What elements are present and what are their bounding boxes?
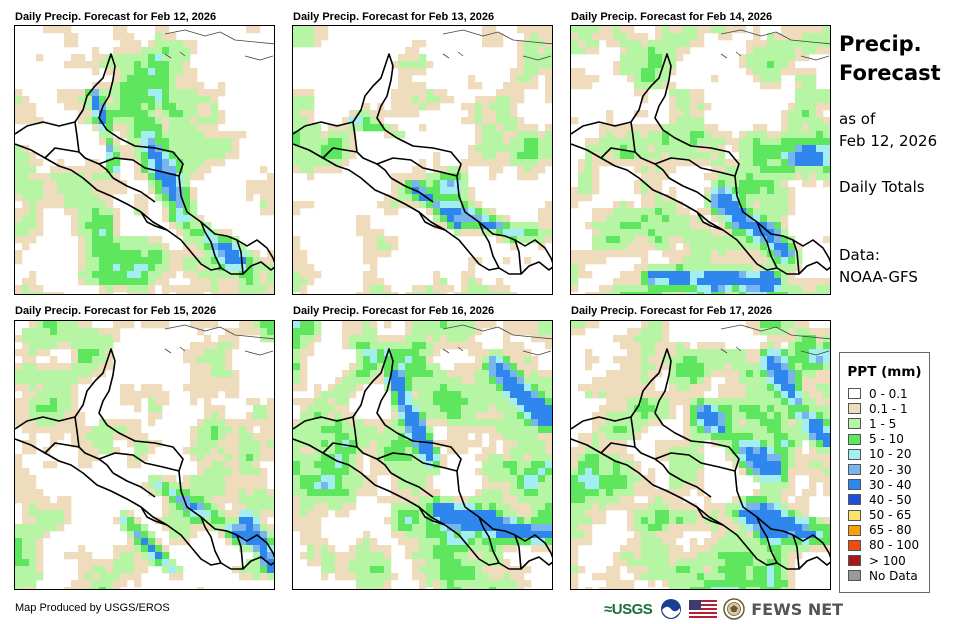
legend-label: 80 - 100: [869, 538, 920, 553]
forecast-map-6: [570, 320, 831, 590]
forecast-map-4: [14, 320, 275, 590]
legend-label: 20 - 30: [869, 462, 912, 477]
map-credit: Map Produced by USGS/EROS: [15, 602, 170, 614]
country-boundaries: [571, 324, 830, 570]
legend-item: No Data: [840, 568, 929, 583]
precip-field: [293, 321, 552, 589]
legend-swatch: [848, 448, 861, 460]
legend-item: 0.1 - 1: [840, 401, 929, 416]
legend-swatch: [848, 464, 861, 476]
legend-swatch: [848, 509, 861, 521]
fews-net-logo: FEWS NET: [751, 599, 844, 619]
legend-swatch: [848, 555, 861, 567]
legend-swatch: [848, 388, 861, 400]
legend-swatch: [848, 418, 861, 430]
forecast-map-2: [292, 25, 553, 295]
precip-field: [571, 26, 830, 294]
panel-title-4: Daily Precip. Forecast for Feb 15, 2026: [15, 305, 217, 317]
legend-item: 20 - 30: [840, 462, 929, 477]
country-boundaries: [15, 324, 274, 570]
legend-item: 40 - 50: [840, 492, 929, 507]
legend-item: 10 - 20: [840, 447, 929, 462]
side-title: Precip. Forecast: [839, 30, 941, 88]
legend-label: 5 - 10: [869, 432, 904, 447]
legend-item: 5 - 10: [840, 432, 929, 447]
logo-bar: ≈USGS FEWS NET: [604, 597, 843, 621]
legend-swatch: [848, 403, 861, 415]
precip-field: [293, 26, 552, 294]
data-label: Data:: [839, 246, 880, 264]
side-title-line2: Forecast: [839, 61, 941, 85]
legend-label: 0 - 0.1: [869, 386, 908, 401]
panel-title-3: Daily Precip. Forecast for Feb 14, 2026: [571, 11, 773, 23]
legend-title: PPT (mm): [847, 364, 922, 380]
legend-label: 30 - 40: [869, 477, 912, 492]
legend-item: 1 - 5: [840, 416, 929, 431]
legend-swatch: [848, 433, 861, 445]
data-source: Data: NOAA-GFS: [839, 244, 918, 288]
country-boundaries: [293, 324, 552, 570]
country-boundaries: [293, 29, 552, 275]
panel-title-6: Daily Precip. Forecast for Feb 17, 2026: [571, 305, 773, 317]
legend-label: 1 - 5: [869, 416, 897, 431]
precip-field: [15, 321, 274, 589]
legend-swatch: [848, 539, 861, 551]
daily-totals-label: Daily Totals: [839, 178, 925, 196]
as-of-label: as of: [839, 110, 876, 128]
legend-label: 40 - 50: [869, 492, 912, 507]
legend-item: 0 - 0.1: [840, 386, 929, 401]
legend-label: > 100: [869, 553, 906, 568]
country-boundaries: [571, 29, 830, 275]
legend-label: 0.1 - 1: [869, 401, 908, 416]
legend-label: No Data: [869, 568, 918, 583]
precip-field: [571, 321, 830, 589]
panel-title-5: Daily Precip. Forecast for Feb 16, 2026: [293, 305, 495, 317]
legend-item: 65 - 80: [840, 523, 929, 538]
side-title-line1: Precip.: [839, 32, 922, 56]
state-dept-seal-icon: [723, 598, 745, 620]
legend-item: 50 - 65: [840, 508, 929, 523]
precip-field: [15, 26, 274, 294]
legend-swatch: [848, 479, 861, 491]
as-of-date: as of Feb 12, 2026: [839, 108, 937, 152]
legend-label: 50 - 65: [869, 508, 912, 523]
us-flag-icon: [689, 600, 718, 618]
panel-title-1: Daily Precip. Forecast for Feb 12, 2026: [15, 11, 217, 23]
legend-swatch: [848, 524, 861, 536]
usgs-logo: ≈USGS: [604, 600, 653, 618]
legend-swatch: [848, 494, 861, 506]
forecast-map-5: [292, 320, 553, 590]
legend-item: 30 - 40: [840, 477, 929, 492]
legend-label: 65 - 80: [869, 523, 912, 538]
noaa-logo-icon: [661, 599, 682, 619]
legend-item: > 100: [840, 553, 929, 568]
legend-label: 10 - 20: [869, 447, 912, 462]
data-source-value: NOAA-GFS: [839, 268, 918, 286]
forecast-map-1: [14, 25, 275, 295]
legend-swatch: [848, 570, 861, 582]
country-boundaries: [15, 29, 274, 275]
legend-item: 80 - 100: [840, 538, 929, 553]
as-of-value: Feb 12, 2026: [839, 132, 938, 150]
forecast-map-3: [570, 25, 831, 295]
panel-title-2: Daily Precip. Forecast for Feb 13, 2026: [293, 11, 495, 23]
